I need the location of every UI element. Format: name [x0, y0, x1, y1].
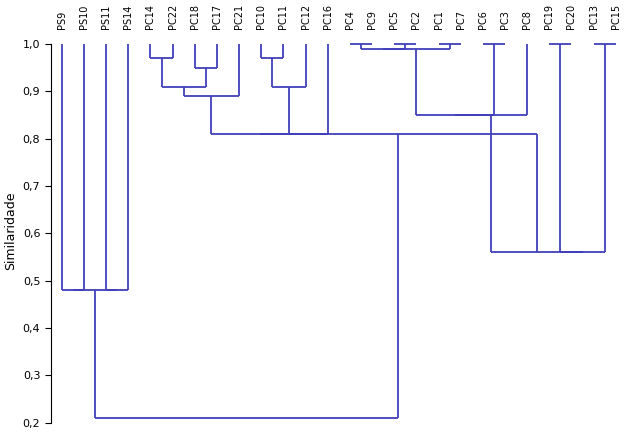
Y-axis label: Similaridade: Similaridade [4, 192, 17, 270]
